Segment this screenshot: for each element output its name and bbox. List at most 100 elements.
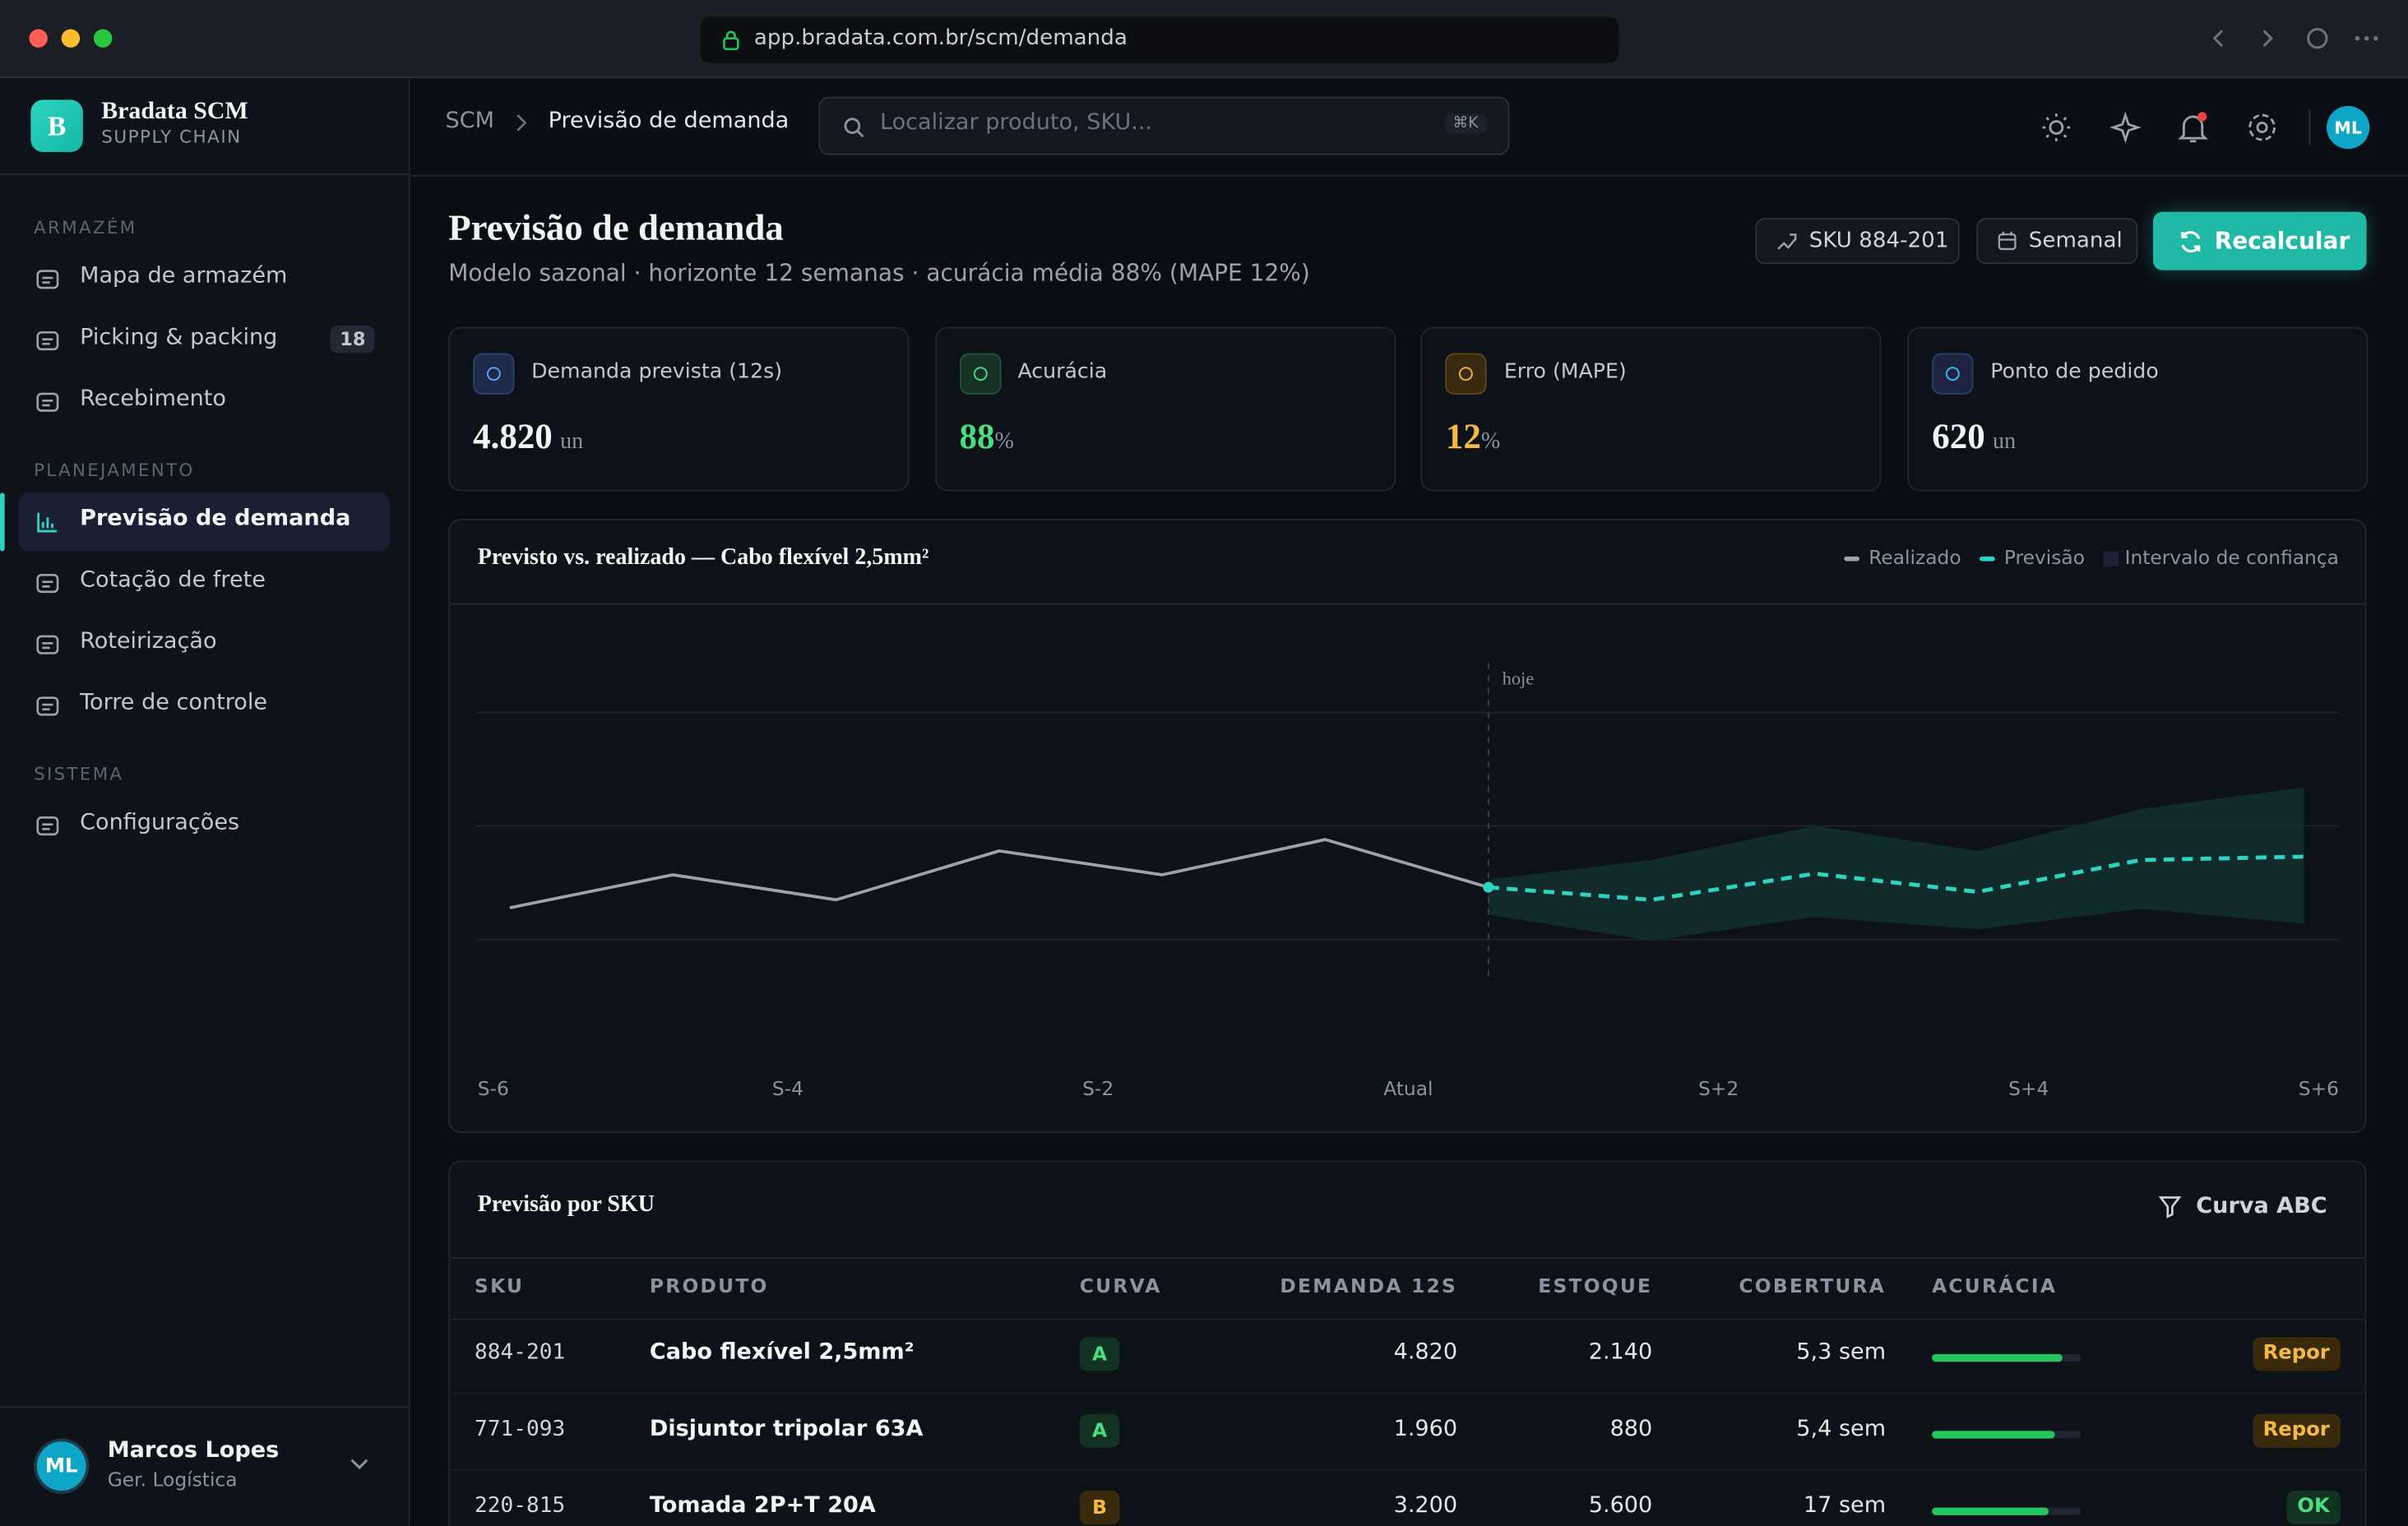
column-header: COBERTURA (1739, 1274, 1887, 1297)
url-bar[interactable]: app.bradata.com.br/scm/demanda (700, 16, 1619, 63)
kpi-icon-dot (1459, 367, 1474, 382)
curve-badge: A (1079, 1413, 1120, 1448)
cell-coverage: 5,3 sem (1796, 1340, 1887, 1365)
status-badge: Repor (2252, 1413, 2341, 1448)
nav-icon (36, 392, 59, 412)
nav-label: Mapa de armazém (80, 264, 288, 289)
calendar-icon (1998, 231, 2017, 251)
sidebar: B Bradata SCM SUPPLY CHAIN ARMAZÉM Mapa d… (0, 78, 410, 1526)
kpi-card: Erro (MAPE) 12% (1421, 326, 1882, 492)
divider (450, 1257, 2365, 1260)
filter-label: Curva ABC (2196, 1194, 2327, 1219)
nav-item[interactable]: Mapa de armazém (18, 248, 390, 310)
kpi-icon-dot (1946, 367, 1960, 382)
nav-icon (36, 635, 59, 654)
search-placeholder: Localizar produto, SKU... (879, 110, 1153, 136)
legend-label: Intervalo de confiança (2125, 546, 2339, 569)
cell-demand: 1.960 (1393, 1417, 1458, 1442)
kpi-value-wrap: 12% (1446, 418, 1500, 458)
kpi-value: 620 (1932, 417, 1985, 456)
top-avatar[interactable]: ML (2327, 105, 2370, 150)
search-icon (844, 118, 864, 138)
confidence-band (1488, 787, 2304, 941)
nav-item[interactable]: Configurações (18, 795, 390, 857)
cell-stock: 2.140 (1588, 1340, 1653, 1365)
user-role: Ger. Logística (107, 1468, 238, 1491)
page-subtitle: Modelo sazonal · horizonte 12 semanas · … (448, 259, 1310, 288)
nav-item[interactable]: Recebimento (18, 372, 390, 433)
kpi-label: Erro (MAPE) (1503, 358, 1627, 384)
legend-label: Realizado (1869, 546, 1961, 569)
x-tick-label: S-6 (478, 1077, 509, 1100)
nav-item[interactable]: Cotação de frete (18, 553, 390, 614)
topbar: SCM Previsão de demanda Localizar produt… (410, 78, 2408, 177)
period-button[interactable]: Semanal (1976, 218, 2138, 265)
recalculate-button[interactable]: Recalcular (2153, 211, 2367, 271)
filter-button[interactable]: Curva ABC (2158, 1195, 2327, 1219)
status-badge: Repor (2252, 1337, 2341, 1371)
table-card: Previsão por SKU Curva ABC (448, 1160, 2367, 1526)
nav-icon (36, 331, 59, 351)
filter-icon (2158, 1196, 2182, 1218)
nav-label: Cotação de frete (80, 567, 266, 593)
legend-swatch (1980, 556, 1995, 562)
refresh-icon (2181, 230, 2201, 252)
breadcrumb-item[interactable]: SCM (445, 109, 494, 134)
sku-icon (1777, 233, 1797, 249)
search-box[interactable]: Localizar produto, SKU... ⌘K (818, 96, 1510, 155)
lock-icon (723, 30, 739, 51)
active-indicator (0, 492, 5, 552)
table-title: Previsão por SKU (477, 1192, 655, 1218)
cell-product: Tomada 2P+T 20A (649, 1493, 876, 1519)
kpi-value: 88 (959, 417, 995, 456)
nav-label: Torre de controle (80, 691, 268, 716)
accuracy-bar (1932, 1431, 2054, 1439)
kpi-value-wrap: 620 un (1932, 418, 2016, 458)
nav-icon (36, 816, 59, 836)
cell-coverage: 17 sem (1803, 1493, 1887, 1519)
column-header: SKU (475, 1274, 525, 1297)
button-label: SKU 884-201 (1808, 229, 1949, 254)
brand-logo: B (30, 99, 83, 152)
column-header: ACURÁCIA (1932, 1274, 2058, 1297)
divider (0, 173, 409, 175)
nav: ARMAZÉM Mapa de armazém Picking & packing 1… (0, 206, 409, 857)
topbar-actions[interactable] (2038, 109, 2391, 146)
kpi-value: 12 (1445, 417, 1481, 456)
kpi-value-wrap: 4.820 un (473, 418, 583, 458)
x-tick-label: S-2 (1082, 1077, 1114, 1100)
kpi-value: 4.820 (473, 417, 553, 456)
kpi-unit: % (994, 429, 1014, 455)
status-badge: OK (2286, 1491, 2341, 1525)
divider (450, 1318, 2365, 1320)
close-dot[interactable] (29, 29, 48, 48)
sku-button[interactable]: SKU 884-201 (1755, 218, 1960, 265)
url-text: app.bradata.com.br/scm/demanda (753, 25, 1128, 51)
cell-demand: 4.820 (1393, 1340, 1458, 1365)
today-label: hoje (1503, 668, 1535, 688)
chart-title: Previsto vs. realizado — Cabo flexível 2… (478, 544, 929, 570)
column-header: ESTOQUE (1538, 1274, 1653, 1297)
user-name: Marcos Lopes (107, 1438, 280, 1464)
nav-item[interactable]: Roteirização (18, 614, 390, 676)
maximize-dot[interactable] (93, 29, 113, 48)
user-avatar: ML (34, 1438, 90, 1494)
x-tick-label: S+6 (2299, 1077, 2339, 1100)
nav-item[interactable]: Torre de controle (18, 676, 390, 738)
accuracy-bar (1932, 1507, 2049, 1515)
breadcrumb-current: Previsão de demanda (548, 109, 790, 134)
kpi-icon-dot (486, 367, 501, 382)
minimize-dot[interactable] (61, 29, 81, 48)
browser-controls (2212, 27, 2378, 49)
cell-coverage: 5,4 sem (1796, 1417, 1887, 1442)
kpi-unit: un (560, 429, 584, 455)
row-divider (450, 1392, 2365, 1394)
nav-icon (36, 270, 59, 289)
button-label: Recalcular (2214, 227, 2350, 255)
nav-item[interactable]: Picking & packing 18 (18, 310, 390, 372)
line-series (509, 838, 1489, 909)
nav-item-active[interactable]: Previsão de demanda (0, 492, 391, 552)
user-menu-toggle[interactable] (349, 1457, 370, 1473)
